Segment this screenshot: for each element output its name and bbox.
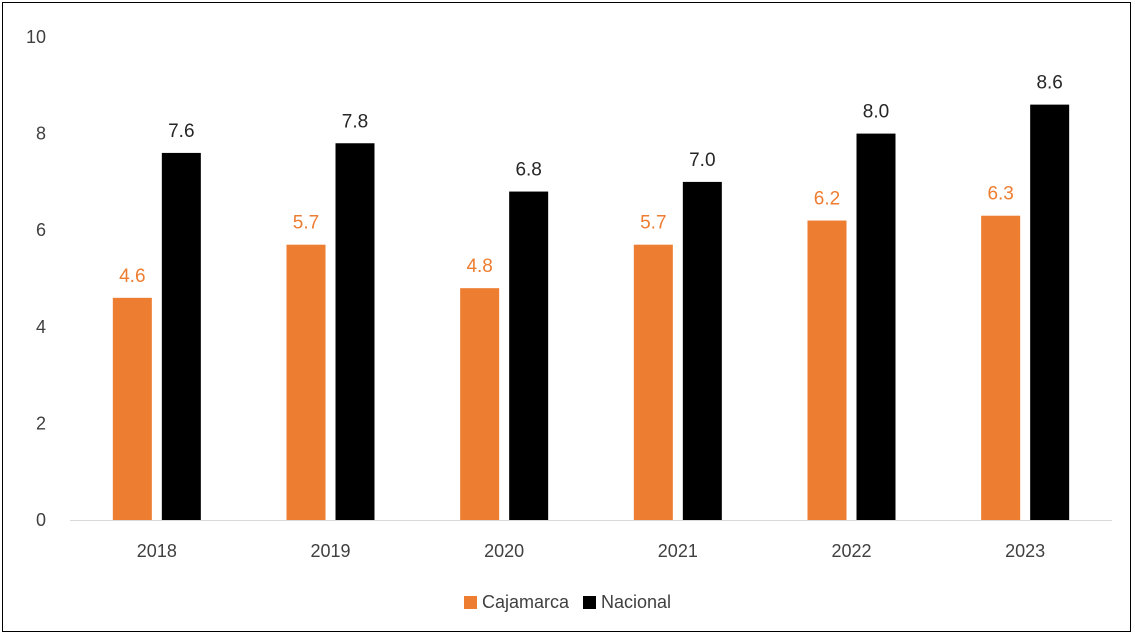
bar-cajamarca-2023 [981,215,1021,520]
data-label-nacional-2021: 7.0 [689,150,715,171]
bar-nacional-2018 [161,152,201,521]
legend-swatch-cajamarca [463,596,477,609]
x-tick-label-2019: 2019 [310,541,350,561]
bar-nacional-2022 [856,133,896,520]
y-axis-tick-labels: 0 2 4 6 8 10 [26,27,46,530]
y-tick-label-2: 2 [36,413,46,433]
x-tick-label-2023: 2023 [1005,541,1045,561]
legend-label-nacional: Nacional [600,592,672,612]
data-label-cajamarca-2019: 5.7 [293,213,319,234]
y-tick-label-8: 8 [36,124,46,144]
bar-nacional-2019 [335,143,375,520]
bar-cajamarca-2018 [112,297,152,520]
data-label-nacional-2018: 7.6 [168,121,194,142]
x-axis-tick-labels: 2018 2019 2020 2021 2022 2023 [137,541,1045,561]
bar-cajamarca-2019 [286,244,326,520]
data-label-cajamarca-2021: 5.7 [640,213,666,234]
data-label-cajamarca-2022: 6.2 [814,189,840,210]
data-label-cajamarca-2023: 6.3 [987,184,1013,205]
data-label-nacional-2020: 6.8 [515,160,541,181]
x-tick-label-2018: 2018 [137,541,177,561]
y-tick-label-6: 6 [36,220,46,240]
x-tick-label-2020: 2020 [484,541,524,561]
legend: Cajamarca Nacional [0,592,1135,613]
data-label-nacional-2023: 8.6 [1036,73,1062,94]
bar-nacional-2021 [682,181,722,520]
legend-item-nacional: Nacional [582,592,672,613]
data-label-nacional-2022: 8.0 [863,102,889,123]
data-label-nacional-2019: 7.8 [342,111,368,132]
legend-label-cajamarca: Cajamarca [481,592,569,612]
x-tick-label-2022: 2022 [831,541,871,561]
bar-nacional-2023 [1030,104,1070,521]
y-tick-label-10: 10 [26,27,46,47]
y-tick-label-4: 4 [36,317,46,337]
bars-group [112,104,1070,521]
legend-swatch-nacional [582,596,596,609]
data-labels-group: 4.6 7.6 5.7 7.8 4.8 6.8 5.7 7.0 6.2 8.0 6.3 8.6 [119,73,1063,287]
bar-nacional-2020 [509,191,549,520]
bar-cajamarca-2022 [807,220,847,521]
legend-item-cajamarca: Cajamarca [463,592,569,613]
y-tick-label-0: 0 [36,510,46,530]
bar-cajamarca-2020 [460,288,500,520]
data-label-cajamarca-2020: 4.8 [466,256,492,277]
bar-cajamarca-2021 [633,244,673,520]
data-label-cajamarca-2018: 4.6 [119,266,145,287]
x-tick-label-2021: 2021 [658,541,698,561]
